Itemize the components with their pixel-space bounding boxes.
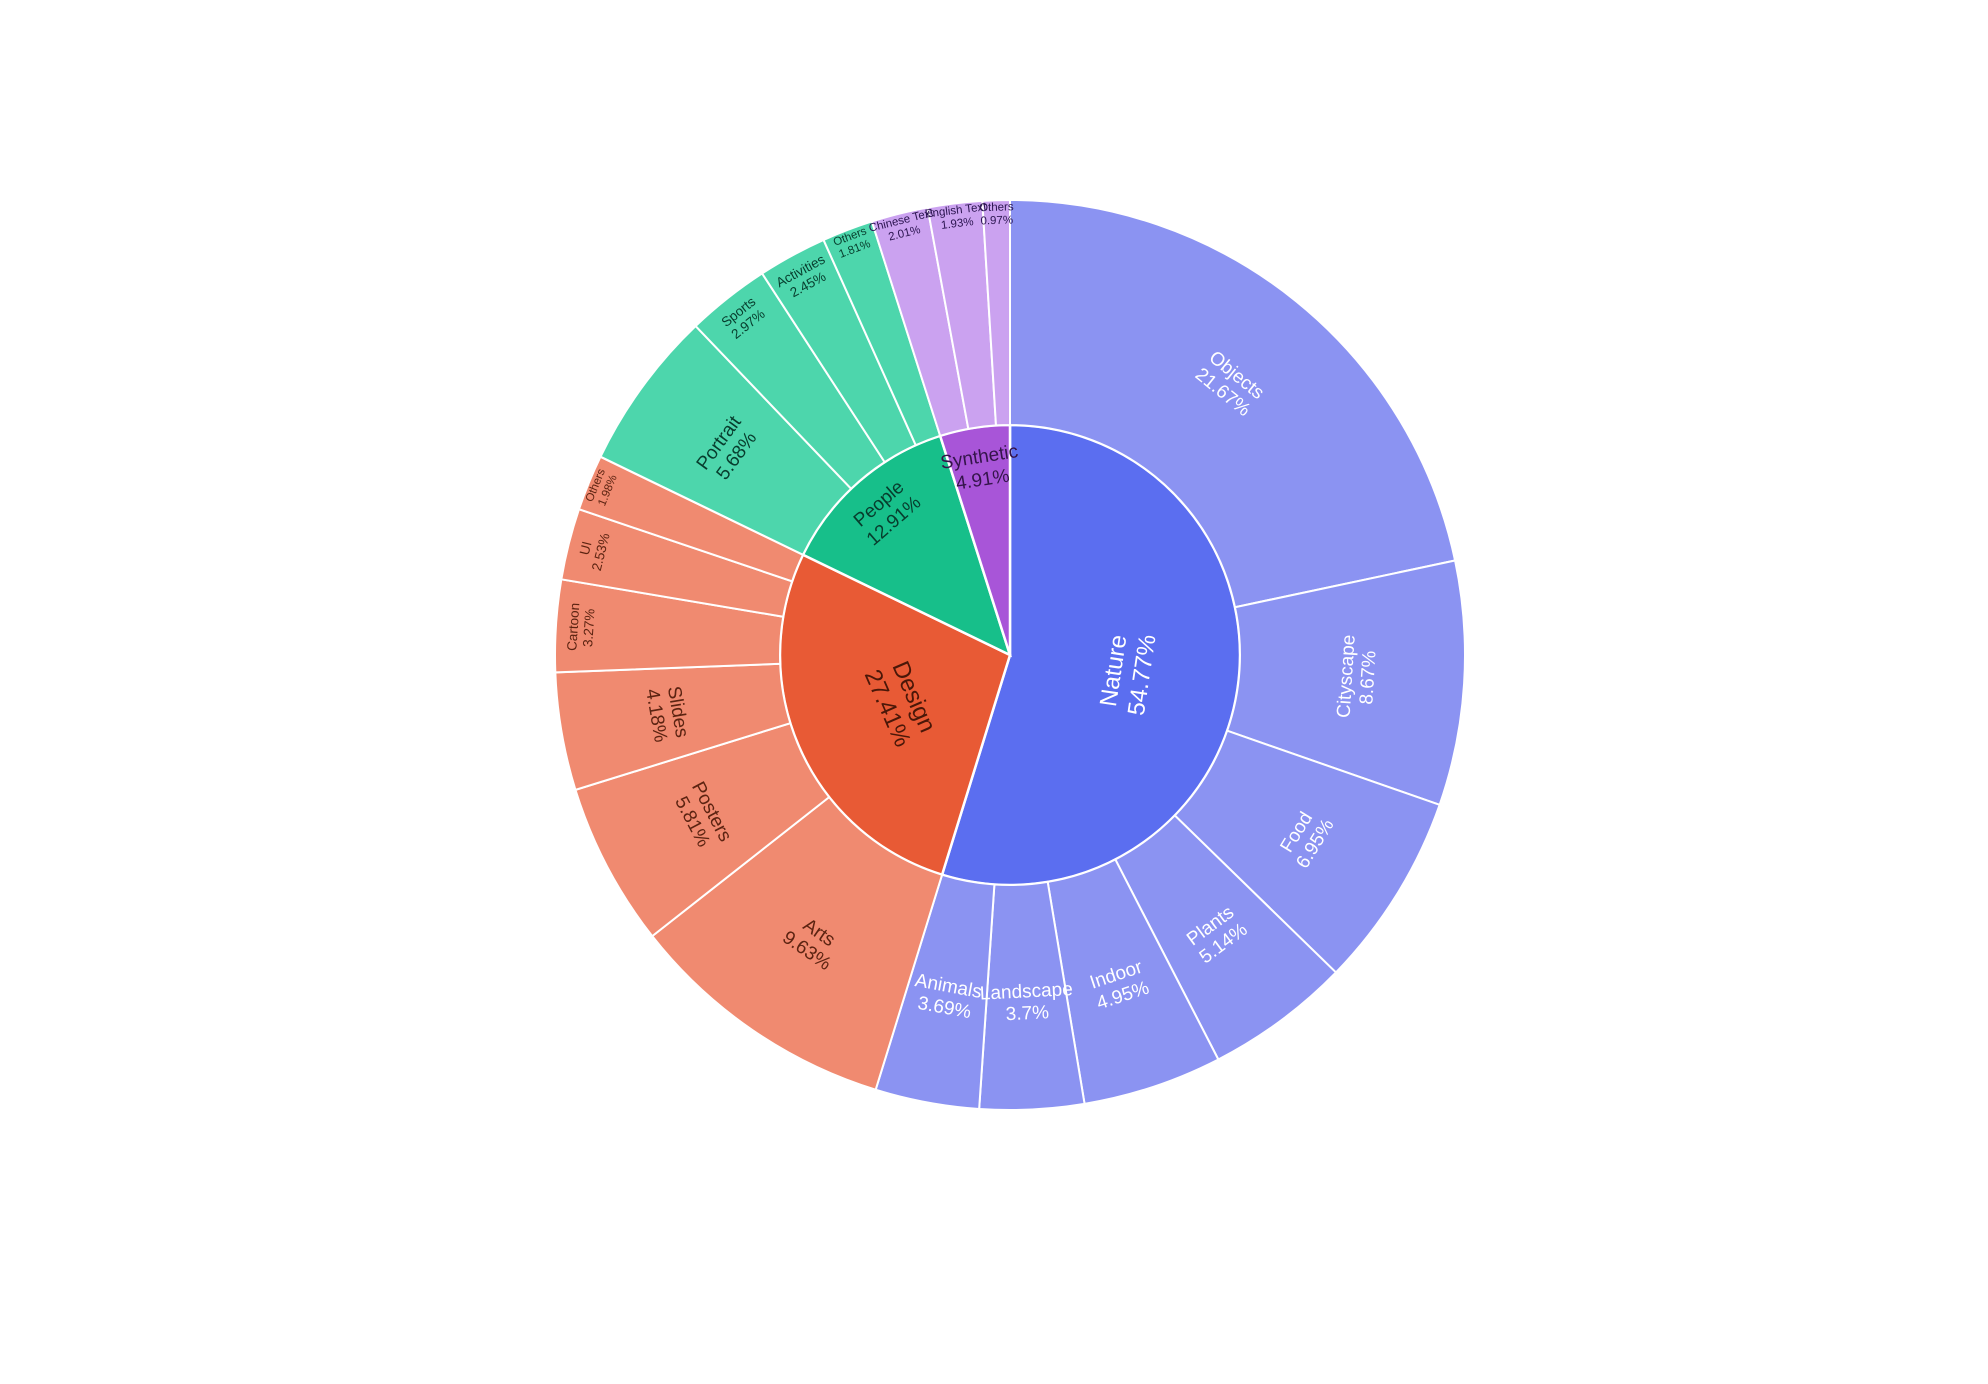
svg-text:English Text1.93%: English Text1.93% bbox=[924, 201, 989, 234]
svg-text:Activities2.45%: Activities2.45% bbox=[774, 251, 836, 303]
svg-text:Animals3.69%: Animals3.69% bbox=[909, 970, 983, 1024]
svg-text:Sports2.97%: Sports2.97% bbox=[719, 294, 769, 342]
svg-text:Others1.98%: Others1.98% bbox=[584, 467, 620, 509]
svg-text:Cityscape8.67%: Cityscape8.67% bbox=[1334, 634, 1382, 720]
svg-text:Portrait5.68%: Portrait5.68% bbox=[693, 412, 764, 487]
svg-text:Synthetic4.91%: Synthetic4.91% bbox=[939, 441, 1023, 496]
svg-text:Landscape3.7%: Landscape3.7% bbox=[979, 979, 1074, 1026]
svg-text:Plants5.14%: Plants5.14% bbox=[1183, 902, 1252, 969]
svg-text:Others0.97%: Others0.97% bbox=[979, 201, 1014, 227]
svg-text:Nature54.77%: Nature54.77% bbox=[1094, 628, 1161, 717]
svg-text:People12.91%: People12.91% bbox=[848, 475, 925, 550]
svg-text:Objects21.67%: Objects21.67% bbox=[1191, 347, 1268, 421]
svg-text:UI2.53%: UI2.53% bbox=[574, 528, 613, 573]
svg-text:Slides4.18%: Slides4.18% bbox=[641, 684, 692, 744]
svg-text:Cartoon3.27%: Cartoon3.27% bbox=[564, 602, 598, 652]
svg-text:Design27.41%: Design27.41% bbox=[859, 654, 943, 751]
svg-text:Indoor4.95%: Indoor4.95% bbox=[1087, 957, 1152, 1015]
svg-text:Posters5.81%: Posters5.81% bbox=[668, 778, 736, 855]
svg-text:Chinese Text2.01%: Chinese Text2.01% bbox=[868, 207, 939, 248]
svg-text:Others1.81%: Others1.81% bbox=[832, 225, 873, 261]
svg-text:Arts9.63%: Arts9.63% bbox=[778, 909, 847, 975]
svg-text:Food6.95%: Food6.95% bbox=[1274, 804, 1339, 872]
